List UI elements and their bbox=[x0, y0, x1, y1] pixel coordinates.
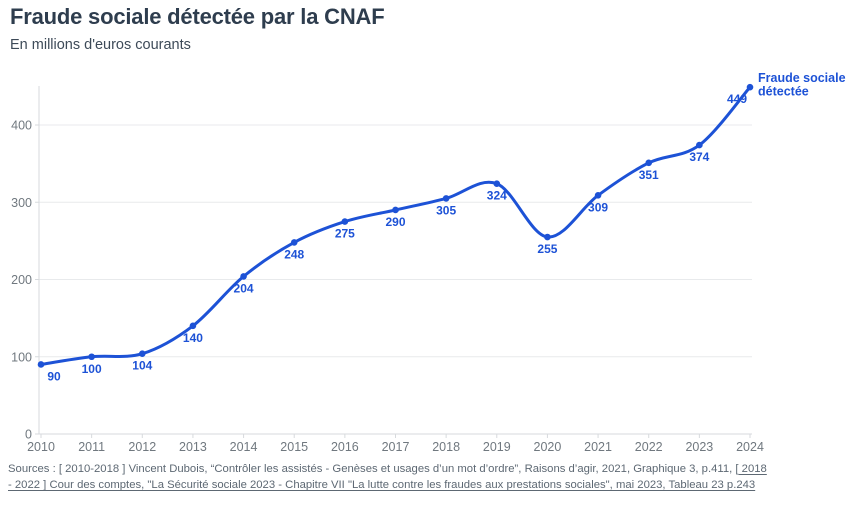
x-axis-label: 2019 bbox=[483, 440, 511, 454]
x-axis-label: 2024 bbox=[736, 440, 764, 454]
data-label: 140 bbox=[183, 331, 203, 345]
data-point bbox=[88, 353, 95, 361]
data-point bbox=[240, 273, 247, 280]
page-title: Fraude sociale détectée par la CNAF bbox=[10, 4, 385, 29]
y-axis-label: 0 bbox=[25, 428, 32, 442]
page-subtitle: En millions d'euros courants bbox=[10, 37, 191, 53]
data-label: 104 bbox=[132, 359, 152, 373]
sources-link-part2[interactable]: - 2022 ] Cour des comptes, "La Sécurité … bbox=[8, 479, 756, 492]
data-point bbox=[392, 206, 399, 214]
data-point bbox=[544, 233, 551, 241]
data-label: 248 bbox=[284, 247, 304, 261]
x-axis-label: 2016 bbox=[331, 440, 359, 454]
data-label: 305 bbox=[436, 203, 456, 217]
data-label: 275 bbox=[335, 227, 355, 241]
data-point bbox=[37, 361, 45, 368]
data-label: 374 bbox=[689, 150, 709, 164]
data-point bbox=[645, 159, 653, 167]
data-label: 324 bbox=[487, 189, 507, 203]
data-point bbox=[696, 141, 703, 149]
legend-label: Fraude sociale détectée bbox=[758, 71, 846, 99]
y-axis-label: 200 bbox=[11, 273, 32, 287]
data-point bbox=[290, 239, 298, 246]
data-label: 100 bbox=[82, 362, 102, 376]
x-axis-label: 2015 bbox=[280, 440, 308, 454]
data-label: 90 bbox=[47, 369, 61, 383]
data-point bbox=[594, 191, 602, 199]
y-axis-label: 400 bbox=[11, 119, 32, 133]
x-axis-label: 2020 bbox=[534, 440, 562, 454]
y-axis-label: 100 bbox=[11, 350, 32, 364]
data-point bbox=[138, 350, 146, 357]
x-axis-label: 2023 bbox=[685, 440, 713, 454]
sources-text: Sources : [ 2010-2018 ] Vincent Dubois, … bbox=[8, 463, 739, 475]
data-point bbox=[341, 218, 349, 225]
data-label: 290 bbox=[385, 215, 405, 229]
data-label: 449 bbox=[727, 92, 747, 106]
data-point bbox=[442, 195, 450, 202]
data-label: 351 bbox=[639, 168, 659, 182]
x-axis-label: 2010 bbox=[27, 440, 55, 454]
x-axis-label: 2021 bbox=[584, 440, 612, 454]
data-label: 255 bbox=[537, 242, 557, 256]
x-axis-label: 2011 bbox=[78, 440, 105, 454]
data-point bbox=[493, 180, 501, 188]
data-label: 204 bbox=[234, 281, 254, 295]
data-point bbox=[189, 322, 197, 330]
x-axis-label: 2013 bbox=[179, 440, 207, 454]
data-point bbox=[746, 83, 754, 91]
sources-note: Sources : [ 2010-2018 ] Vincent Dubois, … bbox=[8, 461, 848, 493]
x-axis-label: 2017 bbox=[382, 440, 410, 454]
line-chart: 0 100 200 300 400 2010 2011 2012 2013 2014 2015 201… bbox=[11, 71, 846, 454]
sources-link-part1[interactable]: 2018 bbox=[738, 463, 767, 475]
data-label: 309 bbox=[588, 200, 608, 214]
y-axis-label: 300 bbox=[11, 196, 32, 210]
x-axis-label: 2018 bbox=[432, 440, 460, 454]
x-axis-label: 2012 bbox=[128, 440, 156, 454]
x-axis-label: 2022 bbox=[635, 440, 663, 454]
x-axis-label: 2014 bbox=[230, 440, 258, 454]
